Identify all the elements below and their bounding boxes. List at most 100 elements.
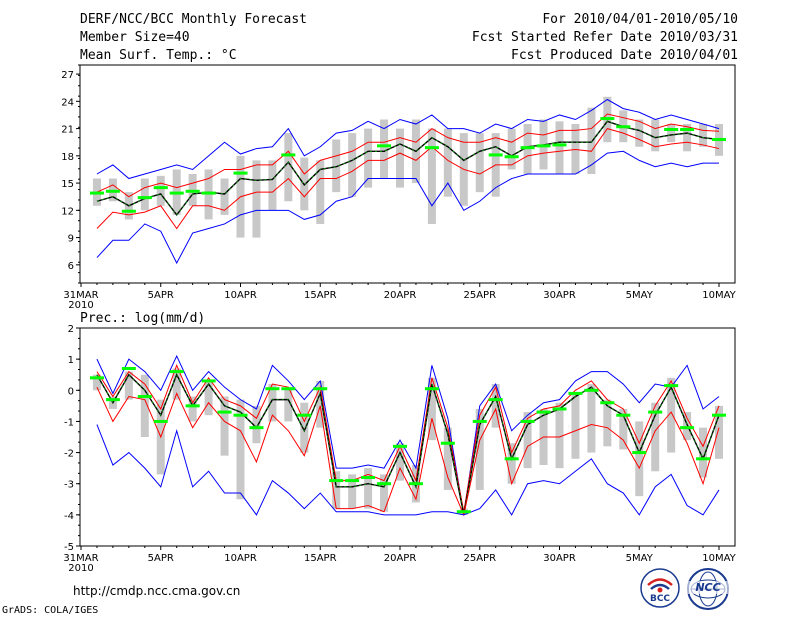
y-tick-label: 18 — [61, 152, 74, 163]
observed-bar — [153, 419, 168, 423]
spread-box — [475, 408, 484, 490]
x-tick-label: 20APR — [384, 290, 417, 301]
spread-box — [284, 387, 293, 422]
forecast-period: For 2010/04/01-2010/05/10 — [542, 12, 738, 27]
temperature-panel: 6 9 12 15 18 21 24 27 31MAR 5APR 10APR 15APR 20APR 25… — [61, 64, 737, 311]
precip-title: Prec.: log(mm/d) — [80, 311, 206, 326]
x-tick-label: 10MAY — [702, 290, 736, 301]
series-line-upper — [96, 113, 720, 198]
spread-box — [364, 468, 373, 509]
observed-bar — [648, 410, 663, 414]
series-line-lower — [96, 386, 720, 517]
observed-bar — [488, 153, 503, 157]
x-tick-label: 5APR — [148, 553, 174, 564]
observed-bar — [105, 189, 120, 193]
spread-box — [427, 377, 436, 441]
series-line-upper — [96, 364, 720, 512]
y-tick-label: 15 — [61, 179, 74, 190]
ncc-logo-text: NCC — [686, 581, 730, 594]
y-tick-label: -3 — [64, 480, 74, 491]
observed-bar — [153, 186, 168, 190]
source-url[interactable]: http://cmdp.ncc.cma.gov.cn — [73, 584, 241, 598]
spread-box — [188, 396, 197, 422]
observed-bar — [488, 398, 503, 402]
spread-box — [236, 399, 245, 500]
observed-bar — [393, 444, 407, 448]
observed-bar — [616, 413, 631, 417]
observed-bar — [201, 379, 216, 383]
spread-box — [332, 139, 341, 193]
spread-box — [715, 405, 723, 459]
chart-title: DERF/NCC/BCC Monthly Forecast — [80, 12, 307, 27]
series-line-min — [96, 424, 720, 516]
observed-bar — [137, 196, 152, 200]
observed-bar — [664, 384, 679, 388]
observed-bar — [408, 482, 423, 486]
spread-box — [619, 408, 628, 450]
spread-box — [587, 107, 596, 174]
observed-bar — [536, 410, 551, 414]
y-tick-label: 27 — [61, 70, 74, 81]
observed-bar — [520, 146, 535, 150]
observed-bar — [297, 413, 312, 417]
spread-box — [396, 128, 404, 188]
spread-box — [204, 380, 213, 416]
member-size: Member Size=40 — [80, 30, 190, 45]
spread-box — [571, 393, 580, 459]
spread-box — [475, 133, 484, 193]
y-tick-label: 9 — [68, 234, 74, 245]
observed-bar — [249, 426, 264, 430]
bcc-logo-text: BCC — [649, 594, 671, 604]
y-tick-label: 2 — [68, 324, 74, 335]
spread-box — [555, 121, 564, 174]
observed-bar — [600, 117, 615, 121]
spread-box — [587, 384, 596, 453]
observed-bar — [584, 388, 599, 392]
spread-box — [348, 133, 357, 197]
series-line-min — [96, 150, 719, 265]
y-tick-label: -1 — [64, 417, 74, 428]
fcst-produced-date: Fcst Produced Date 2010/04/01 — [511, 48, 738, 63]
observed-bar — [504, 155, 519, 159]
spread-box — [220, 396, 229, 456]
observed-bar — [632, 451, 647, 455]
spread-box — [156, 175, 165, 206]
spread-box — [507, 128, 516, 170]
x-tick-label: 30APR — [543, 553, 576, 564]
observed-bar — [105, 398, 120, 402]
observed-bar — [217, 410, 232, 414]
observed-bar — [696, 457, 711, 461]
spread-box — [252, 160, 261, 238]
spread-box — [699, 427, 708, 478]
series-line-mean-overlay — [96, 120, 720, 216]
observed-bar — [664, 127, 679, 131]
observed-bar — [121, 209, 136, 213]
spread-box — [332, 471, 341, 509]
observed-bar — [313, 387, 328, 391]
x-tick-label: 31MAR — [63, 553, 98, 564]
spread-box — [651, 119, 660, 152]
observed-bar — [456, 510, 471, 514]
observed-bar — [424, 146, 439, 150]
observed-bar — [89, 191, 104, 195]
observed-bar — [504, 457, 519, 461]
spread-box — [635, 119, 644, 147]
spread-box — [364, 128, 373, 188]
series-line-mean — [96, 373, 720, 515]
observed-bar — [185, 404, 200, 408]
y-tick-label: 6 — [68, 261, 74, 272]
y-tick-label: 12 — [61, 206, 74, 217]
spread-box — [268, 384, 277, 422]
spread-box — [316, 160, 325, 224]
spread-box — [427, 128, 436, 224]
observed-bar — [233, 171, 248, 175]
spread-box — [140, 178, 149, 211]
observed-bar — [440, 441, 455, 445]
observed-bar — [680, 127, 695, 131]
x-tick-label: 20APR — [384, 553, 417, 564]
spread-box — [92, 374, 101, 391]
spread-box — [172, 368, 181, 400]
spread-box — [140, 374, 149, 437]
observed-bar — [377, 144, 392, 148]
